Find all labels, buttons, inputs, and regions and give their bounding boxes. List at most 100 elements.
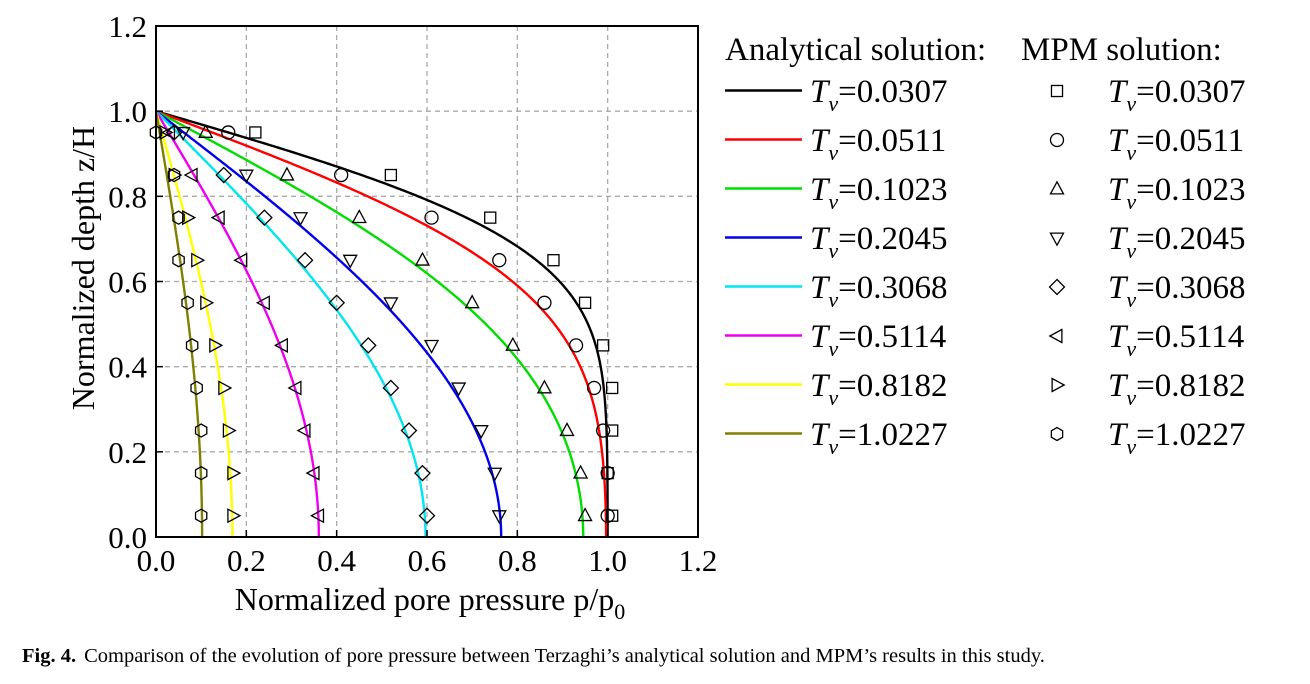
mpm-point-3 [536, 379, 553, 394]
y-tick-label: 1.0 [108, 94, 147, 129]
mpm-point-3 [279, 166, 295, 181]
analytical-curve-5 [155, 110, 427, 537]
mpm-point-7 [218, 380, 233, 396]
grid-lines [156, 26, 698, 537]
mpm-point-8 [167, 167, 181, 183]
mpm-point-4 [487, 467, 503, 482]
mpm-point-2 [334, 167, 349, 183]
legend-label-analytical-7: Tv=0.8182 [810, 368, 948, 410]
mpm-point-8 [172, 210, 185, 225]
mpm-point-4 [292, 212, 309, 227]
axis-ticks: 0.0 0.2 0.4 0.6 0.8 1.0 1.2 0.0 0.2 0.4 0.6 0.8 1.0 1… [108, 9, 717, 578]
mpm-point-2 [600, 508, 615, 523]
legend-label-mpm-1: Tv=0.0307 [1108, 74, 1246, 116]
mpm-point-1 [578, 296, 592, 309]
mpm-point-6 [287, 380, 302, 396]
figure-caption: Fig. 4. Comparison of the evolution of po… [22, 645, 1302, 668]
x-axis-label: Normalized pore pressure p/p0 [235, 581, 625, 624]
caption-text: Comparison of the evolution of pore pres… [84, 645, 1045, 667]
x-tick-label: 0.8 [498, 543, 537, 578]
mpm-point-2 [492, 253, 507, 268]
legend-label-mpm-5: Tv=0.3068 [1108, 270, 1246, 312]
legend-label-mpm-2: Tv=0.0511 [1108, 123, 1244, 165]
x-tick-label: 0.6 [408, 543, 447, 578]
mpm-point-8 [194, 508, 208, 523]
mpm-point-7 [182, 210, 197, 226]
legend-label-analytical-2: Tv=0.0511 [810, 123, 946, 165]
caption-label: Fig. 4. [22, 645, 77, 667]
analytical-curve-2 [155, 110, 608, 537]
mpm-point-6 [296, 422, 311, 439]
y-tick-label: 0.6 [108, 265, 147, 300]
analytical-curve-4 [155, 110, 503, 538]
mpm-point-4 [383, 297, 399, 312]
mpm-point-3 [198, 123, 214, 138]
mpm-point-7 [168, 167, 183, 183]
mpm-point-4 [491, 510, 507, 525]
analytical-curves [154, 110, 609, 538]
mpm-point-5 [414, 464, 431, 482]
mpm-point-1 [384, 168, 398, 182]
mpm-point-2 [596, 423, 611, 438]
y-tick-label: 0.8 [108, 179, 147, 214]
mpm-point-4 [473, 425, 489, 440]
mpm-point-7 [227, 508, 242, 524]
mpm-point-5 [296, 251, 314, 269]
mpm-point-2 [424, 210, 439, 225]
legend-label-analytical-8: Tv=1.0227 [810, 417, 948, 459]
mpm-point-3 [351, 209, 367, 224]
mpm-point-2 [600, 465, 615, 481]
mpm-point-3 [414, 251, 431, 266]
mpm-point-7 [159, 124, 174, 141]
y-tick-label: 0.2 [108, 435, 147, 470]
mpm-point-5 [215, 166, 233, 184]
mpm-point-7 [209, 337, 224, 353]
mpm-point-8 [194, 465, 208, 481]
legend-marker-6 [1048, 328, 1063, 344]
y-tick-label: 0.0 [108, 520, 147, 555]
y-tick-label: 0.4 [108, 350, 147, 385]
legend-label-mpm-4: Tv=0.2045 [1108, 221, 1246, 263]
y-axis-label: Normalized depth z/H [65, 126, 101, 410]
mpm-point-2 [568, 338, 584, 353]
mpm-point-1 [547, 254, 560, 267]
mpm-point-7 [191, 252, 206, 268]
mpm-point-1 [606, 424, 619, 437]
mpm-point-6 [161, 124, 176, 141]
legend-marker-4 [1049, 232, 1065, 247]
mpm-point-2 [537, 295, 552, 310]
mpm-point-1 [484, 211, 497, 224]
mpm-point-5 [359, 336, 377, 354]
mpm-point-6 [183, 167, 198, 183]
analytical-curve-6 [154, 110, 321, 537]
mpm-point-5 [418, 507, 436, 525]
legend-label-mpm-8: Tv=1.0227 [1108, 417, 1246, 459]
legend-header-mpm: MPM solution: [1021, 32, 1222, 68]
mpm-point-7 [200, 295, 215, 311]
analytical-curve-8 [154, 110, 204, 537]
y-tick-label: 1.2 [108, 9, 147, 44]
mpm-point-5 [328, 294, 346, 312]
mpm-point-6 [210, 210, 225, 226]
legend-label-analytical-6: Tv=0.5114 [810, 319, 946, 361]
analytical-curve-7 [154, 110, 234, 537]
mpm-point-8 [172, 252, 185, 268]
mpm-point-5 [400, 422, 418, 439]
mpm-point-1 [606, 381, 619, 395]
mpm-point-1 [601, 466, 614, 480]
mpm-point-2 [586, 380, 602, 396]
chart: 0.0 0.2 0.4 0.6 0.8 1.0 1.2 0.0 0.2 0.4 0.6 0.8 1.0 1… [65, 9, 1246, 624]
analytical-curve-3 [155, 110, 585, 537]
legend-header-analytical: Analytical solution: [725, 32, 986, 68]
legend-label-mpm-7: Tv=0.8182 [1108, 368, 1246, 410]
mpm-point-6 [310, 508, 325, 524]
legend-marker-7 [1051, 377, 1066, 393]
mpm-point-1 [249, 126, 262, 139]
analytical-curve-1 [155, 110, 609, 537]
x-tick-label: 0.4 [317, 543, 356, 578]
mpm-point-6 [255, 295, 270, 311]
mpm-point-7 [227, 465, 242, 481]
mpm-point-2 [221, 125, 236, 140]
mpm-point-6 [273, 337, 288, 353]
legend-label-mpm-6: Tv=0.5114 [1108, 319, 1244, 361]
